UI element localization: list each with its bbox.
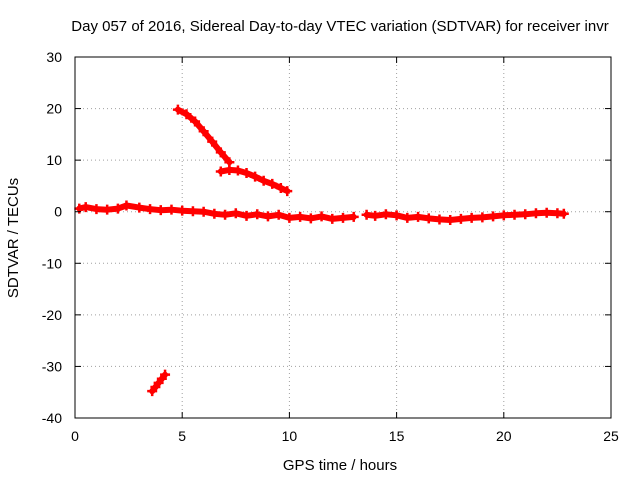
x-tick-label: 10 [282,428,298,444]
data-point [338,212,348,223]
data-point [455,213,466,224]
chart-title: Day 057 of 2016, Sidereal Day-to-day VTE… [71,18,608,35]
data-point [477,212,488,223]
y-tick-label: 10 [46,152,62,168]
y-tick-label: -20 [42,307,62,323]
data-point [262,211,273,222]
data-point [541,207,552,218]
y-tick-label: 0 [54,204,62,220]
data-point [402,212,413,223]
data-point [224,164,235,175]
y-tick-label: 30 [46,49,62,65]
x-axis: 0 5 10 15 20 25 [71,57,619,444]
x-tick-label: 20 [496,428,512,444]
series-descending-arc [172,104,235,168]
x-tick-label: 15 [389,428,405,444]
data-point [230,208,241,219]
data-point [530,208,541,219]
data-point [187,206,198,217]
data-point [273,209,284,220]
data-point [172,104,183,115]
data-point [145,204,156,215]
series-tail-arc [215,164,293,197]
data-point [275,182,286,193]
data-point [198,206,209,217]
data-point [241,210,252,221]
data-point [215,166,226,177]
data-point [160,369,171,380]
data-point [155,205,166,216]
y-axis-label: SDTVAR / TECUs [5,178,22,298]
data-point [252,209,263,220]
data-point [91,204,102,215]
data-point [209,208,220,219]
data-point [166,204,177,215]
series-low-segment [147,369,171,397]
data-point [498,210,509,221]
data-point [282,186,293,197]
plot-frame [74,56,612,419]
y-tick-label: -30 [42,358,62,374]
x-tick-label: 5 [178,428,186,444]
data-point [295,211,306,222]
x-axis-label: GPS time / hours [283,457,397,474]
data-point [121,200,132,211]
series-main-band [74,200,359,224]
data-point [181,109,192,120]
data-point [316,211,327,222]
data-point [413,211,424,222]
data-point [370,210,381,221]
y-tick-label: -10 [42,255,62,271]
y-tick-label: 20 [46,101,62,117]
x-tick-label: 25 [603,428,619,444]
data-point [488,211,499,222]
data-point [327,213,338,224]
x-tick-label: 0 [71,428,79,444]
data-point [207,136,218,147]
data-point [423,213,434,224]
data-point [445,214,456,225]
data-point [220,209,231,220]
data-point [380,209,391,220]
data-point [305,213,316,224]
series-late-band [361,207,569,225]
data-layer [74,104,569,397]
grid-lines [75,57,611,418]
data-point [267,178,278,189]
data-point [509,209,520,220]
data-point [177,205,188,216]
data-point [112,203,123,214]
data-point [134,202,145,213]
data-point [434,214,445,225]
data-point [215,147,226,158]
data-point [198,126,209,137]
data-point [391,210,402,221]
data-point [520,209,531,220]
y-axis: -40 -30 -20 -10 0 10 20 30 [42,49,611,426]
data-point [361,209,372,220]
data-point [190,116,201,127]
data-point [348,211,359,222]
y-tick-label: -40 [42,410,62,426]
data-point [258,175,269,186]
data-point [241,168,252,179]
data-point [80,202,91,213]
data-point [232,165,243,176]
data-point [466,212,477,223]
data-point [102,204,113,215]
data-point [284,212,295,223]
data-point [250,171,261,182]
data-point [558,208,569,219]
